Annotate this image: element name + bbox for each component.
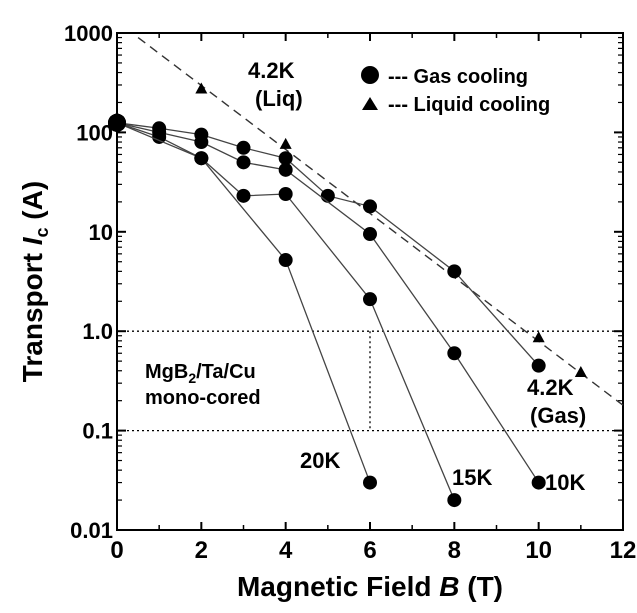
annotation-10k: 10K xyxy=(545,470,585,495)
point-4-2k-liq xyxy=(279,137,292,149)
annotation-4-2k-liq-line1: 4.2K xyxy=(248,58,295,83)
series-line-20k xyxy=(116,122,371,483)
y-tick-label: 0.1 xyxy=(82,419,113,444)
point-10k xyxy=(194,135,209,150)
point-4-2k-gas xyxy=(531,358,546,373)
point-15k xyxy=(447,493,462,508)
series-line-10k xyxy=(116,122,540,483)
point-15k xyxy=(152,129,167,144)
x-tick-label: 0 xyxy=(110,537,123,564)
point-4-2k-gas xyxy=(447,264,462,279)
annotation-20k: 20K xyxy=(300,448,340,473)
x-tick-label: 6 xyxy=(363,537,376,564)
point-10k xyxy=(236,155,251,170)
point-10k xyxy=(278,162,293,177)
series-line-15k xyxy=(116,122,455,501)
y-tick-label: 100 xyxy=(76,120,113,145)
annotation-sample-line2: mono-cored xyxy=(145,387,261,409)
point-4-2k-liq xyxy=(195,82,208,94)
x-axis-label: Magnetic Field B (T) xyxy=(237,571,503,602)
y-tick-label: 1.0 xyxy=(82,319,113,344)
point-15k xyxy=(363,292,377,307)
x-tick-label: 8 xyxy=(448,537,461,564)
point-4-2k-gas xyxy=(320,188,335,203)
legend-label-liquid: --- Liquid cooling xyxy=(388,94,550,116)
point-20k xyxy=(108,113,126,132)
point-10k xyxy=(531,475,546,490)
legend-label-gas: --- Gas cooling xyxy=(388,66,528,88)
annotation-sample-line1: MgB2/Ta/Cu xyxy=(145,361,256,386)
point-10k xyxy=(447,346,462,361)
y-axis-label: Transport Ic (A) xyxy=(17,181,52,382)
point-4-2k-gas xyxy=(363,199,377,214)
point-4-2k-liq xyxy=(532,331,545,343)
annotation-4-2k-gas-line2: (Gas) xyxy=(530,403,586,428)
point-20k xyxy=(194,151,209,166)
legend-marker-circle xyxy=(361,66,379,84)
point-20k xyxy=(363,475,377,490)
x-tick-label: 2 xyxy=(195,537,208,564)
point-15k xyxy=(278,187,293,202)
y-tick-label: 10 xyxy=(89,220,113,245)
y-tick-label: 0.01 xyxy=(70,518,113,543)
legend-marker-triangle xyxy=(362,97,378,110)
point-4-2k-gas xyxy=(236,140,251,155)
annotation-4-2k-liq-line2: (Liq) xyxy=(255,86,303,111)
y-tick-label: 1000 xyxy=(64,21,113,46)
point-15k xyxy=(236,188,251,203)
annotation-15k: 15K xyxy=(452,465,492,490)
x-tick-label: 12 xyxy=(610,537,637,564)
dashed-fit-line xyxy=(137,36,624,406)
point-4-2k-gas xyxy=(278,151,293,166)
x-tick-label: 10 xyxy=(525,537,552,564)
point-20k xyxy=(278,253,293,268)
point-10k xyxy=(363,227,377,242)
series-line-4-2k-gas xyxy=(116,122,540,367)
annotation-4-2k-gas-line1: 4.2K xyxy=(527,375,574,400)
point-4-2k-liq xyxy=(574,365,587,377)
x-tick-label: 4 xyxy=(279,537,293,564)
